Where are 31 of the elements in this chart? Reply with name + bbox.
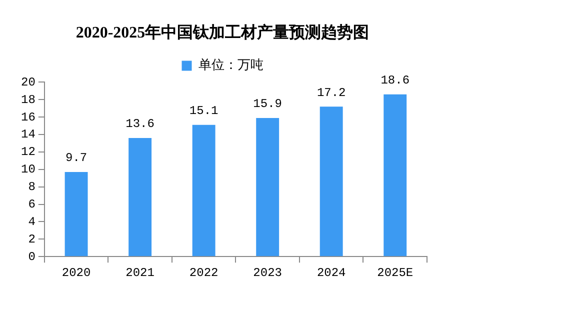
bar	[64, 172, 88, 256]
y-tick-label: 14	[20, 128, 36, 142]
data-label: 13.6	[126, 117, 154, 132]
x-tick-label: 2020	[62, 266, 91, 280]
bar	[384, 94, 407, 256]
legend-label: 单位：万吨	[198, 58, 264, 74]
data-label: 17.2	[316, 86, 346, 100]
data-label: 18.6	[380, 74, 410, 88]
y-tick-label: 16	[20, 110, 36, 124]
y-tick-label: 20	[20, 75, 36, 90]
y-tick-label: 10	[20, 162, 36, 177]
data-label: 15.1	[189, 104, 218, 118]
x-tick-label: 2025E	[377, 266, 414, 280]
bar	[128, 138, 152, 256]
y-tick-label: 12	[20, 145, 36, 160]
bar	[320, 106, 343, 256]
data-label: 15.9	[253, 97, 282, 112]
y-tick-label: 18	[20, 92, 36, 107]
y-tick-label: 8	[28, 180, 36, 194]
x-tick-label: 2021	[126, 266, 154, 280]
x-tick-label: 2023	[253, 266, 282, 280]
y-tick-label: 6	[28, 197, 36, 212]
bar	[192, 124, 216, 256]
chart-title: 2020-2025年中国钛加工材产量预测趋势图	[76, 24, 370, 42]
x-tick-label: 2024	[316, 266, 346, 280]
bar	[256, 118, 280, 256]
data-label: 9.7	[65, 151, 88, 166]
y-tick-label: 4	[28, 214, 36, 229]
y-tick-label: 2	[28, 232, 36, 246]
y-tick-label: 0	[28, 250, 36, 264]
x-tick-label: 2022	[189, 266, 218, 280]
